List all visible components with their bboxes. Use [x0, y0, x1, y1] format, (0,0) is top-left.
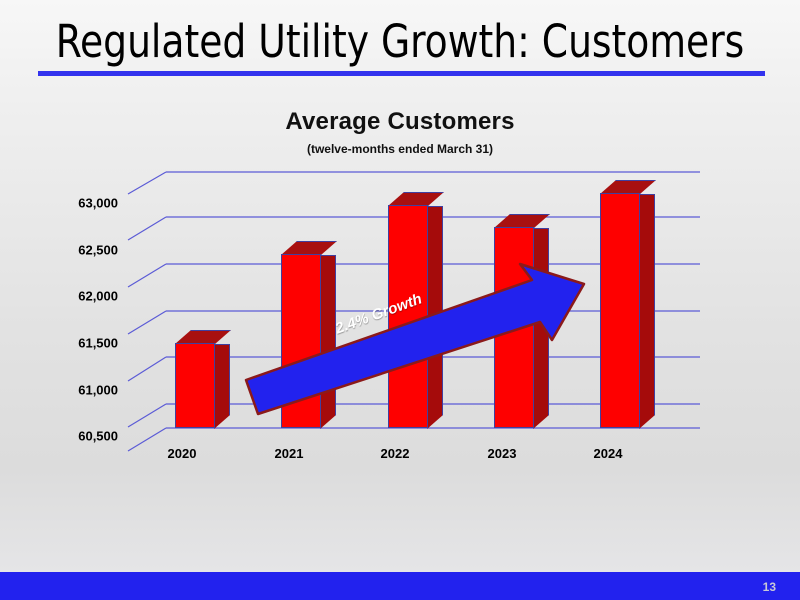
- y-axis-tick-label: 60,500: [78, 428, 118, 444]
- bar-top-face: [494, 214, 550, 228]
- x-axis-tick-label-2022: 2022: [380, 446, 410, 461]
- x-axis-tick-label-2021: 2021: [274, 446, 304, 461]
- bar-top-face: [600, 180, 656, 194]
- bar-top-face: [388, 192, 444, 206]
- y-axis-tick-label: 62,500: [78, 242, 118, 258]
- bar-front-face: [175, 343, 215, 428]
- page-number: 13: [762, 580, 776, 594]
- y-axis-tick-label: 61,500: [78, 335, 118, 351]
- y-axis-tick-label: 62,000: [78, 288, 118, 304]
- chart-title: Average Customers: [285, 108, 515, 135]
- page-title: Regulated Utility Growth: Customers: [55, 15, 745, 68]
- x-axis-tick-label-2024: 2024: [593, 446, 623, 461]
- bar-side-face: [214, 344, 230, 429]
- title-underline-rule: [38, 71, 765, 76]
- y-axis-tick-label: 61,000: [78, 382, 118, 398]
- footer-bar: [0, 572, 800, 600]
- bar-top-face: [175, 330, 231, 344]
- bar-front-face: [600, 193, 640, 428]
- y-axis-tick-label: 63,000: [78, 195, 118, 211]
- x-axis-tick-label-2023: 2023: [487, 446, 517, 461]
- growth-arrow-icon: [244, 262, 586, 416]
- chart-subtitle: (twelve-months ended March 31): [306, 142, 494, 156]
- bar-side-face: [639, 194, 655, 429]
- bar-2024[interactable]: [600, 180, 658, 428]
- bar-2020[interactable]: [175, 330, 233, 428]
- x-axis-tick-label-2020: 2020: [167, 446, 197, 461]
- bar-top-face: [281, 241, 337, 255]
